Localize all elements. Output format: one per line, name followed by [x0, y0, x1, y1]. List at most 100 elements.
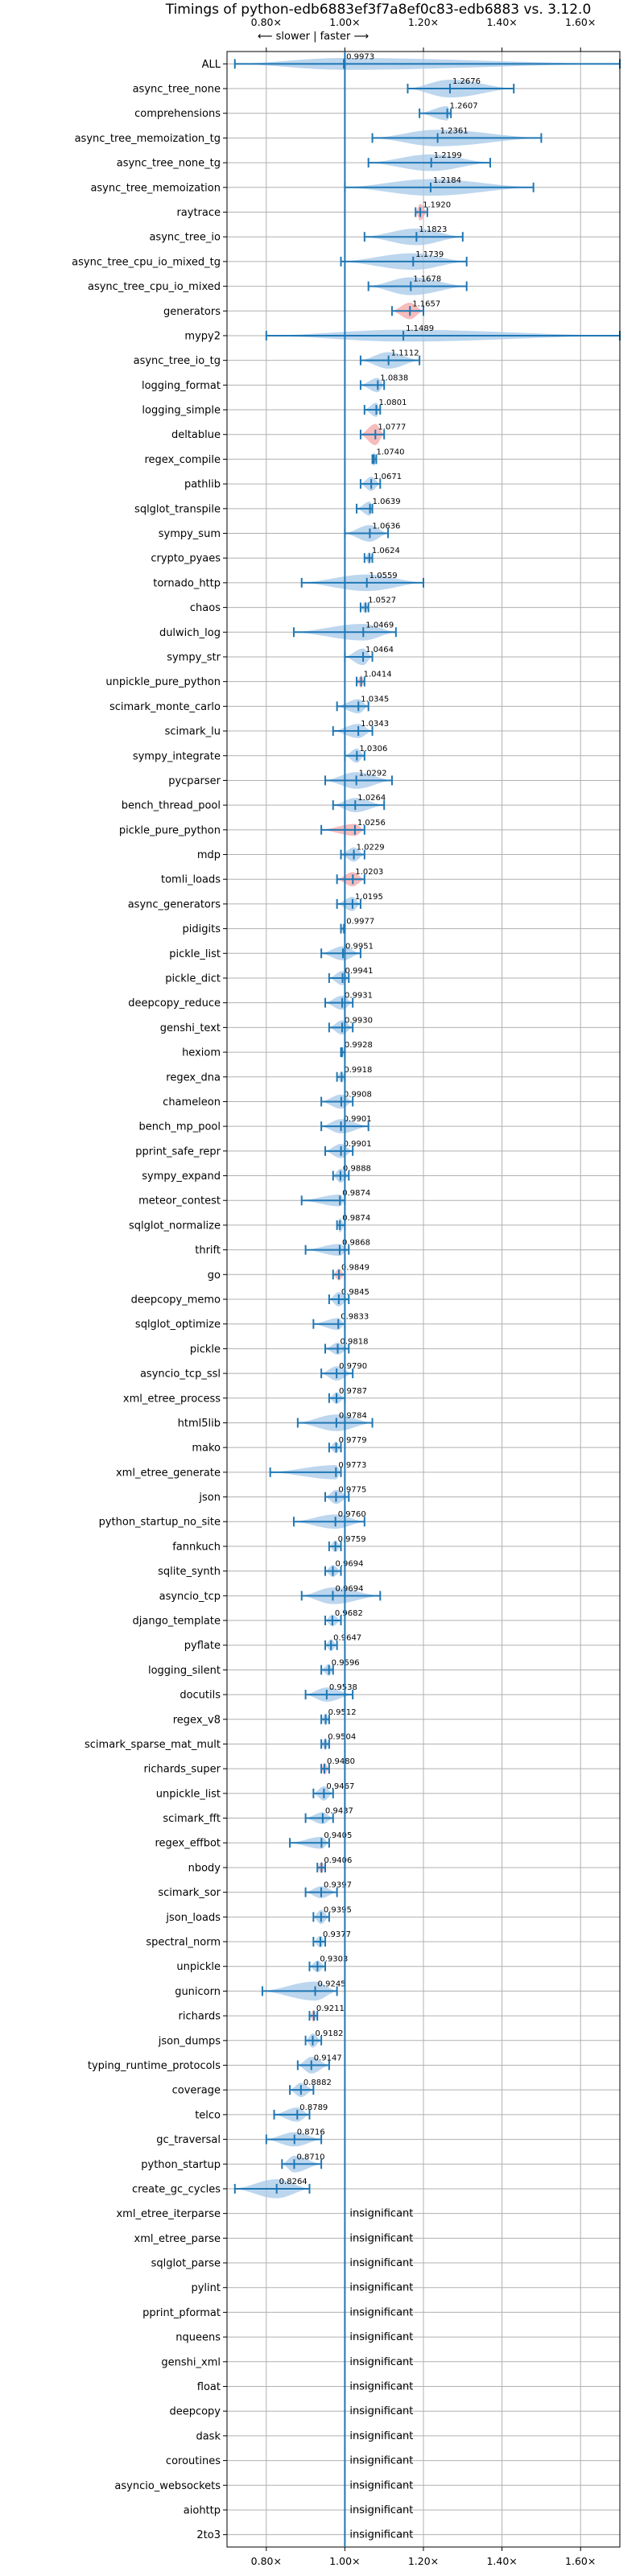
- category-label: sympy_sum: [159, 528, 221, 540]
- category-label: tomli_loads: [161, 874, 221, 886]
- category-label: async_tree_memoization: [90, 182, 221, 194]
- x-tick-label-bottom: 1.60×: [565, 2555, 596, 2567]
- category-label: generators: [163, 306, 221, 318]
- value-label: 1.2607: [450, 102, 478, 111]
- category-label: async_tree_none_tg: [117, 158, 221, 170]
- value-label: 0.9538: [329, 1683, 357, 1692]
- axis-layer: ALL async_tree_none comprehensions async_tr…: [72, 16, 596, 2567]
- category-label: deepcopy: [169, 2406, 221, 2418]
- category-label: thrift: [195, 1245, 221, 1257]
- insignificant-label: insignificant: [349, 2479, 413, 2491]
- value-label: 0.9437: [325, 1807, 353, 1816]
- category-label: sympy_str: [167, 651, 221, 663]
- category-label: tornado_http: [153, 577, 221, 589]
- category-label: pylint: [191, 2282, 221, 2294]
- value-label: 0.9504: [328, 1732, 356, 1741]
- value-label: 0.9790: [339, 1362, 367, 1371]
- value-label: 1.0838: [380, 374, 408, 382]
- category-label: richards_super: [143, 1764, 221, 1776]
- value-label: 1.0740: [377, 448, 405, 456]
- value-label: 0.9395: [324, 1905, 352, 1914]
- category-label: deepcopy_reduce: [128, 997, 221, 1009]
- x-tick-label-bottom: 1.20×: [408, 2555, 439, 2567]
- value-label: 1.0292: [359, 769, 387, 778]
- category-label: regex_compile: [144, 454, 221, 466]
- category-label: sqlglot_optimize: [135, 1319, 221, 1331]
- insignificant-label: insignificant: [349, 2331, 413, 2343]
- category-label: deepcopy_memo: [131, 1294, 221, 1307]
- value-label: 1.2676: [452, 77, 481, 86]
- value-label: 0.9849: [341, 1263, 369, 1272]
- category-label: sympy_expand: [142, 1170, 221, 1183]
- category-label: docutils: [180, 1690, 221, 1702]
- category-label: hexiom: [182, 1047, 221, 1059]
- category-label: 2to3: [196, 2529, 221, 2541]
- value-label: 0.9918: [344, 1066, 372, 1075]
- category-label: logging_silent: [148, 1665, 221, 1677]
- category-label: pycparser: [168, 775, 221, 787]
- value-label: 0.9647: [333, 1634, 361, 1643]
- value-label: 0.9147: [314, 2054, 342, 2062]
- category-label: coroutines: [166, 2455, 221, 2467]
- category-label: typing_runtime_protocols: [88, 2060, 221, 2072]
- value-label: 0.9845: [341, 1288, 369, 1297]
- category-label: dask: [196, 2430, 221, 2442]
- x-tick-label-top: 1.00×: [329, 16, 360, 28]
- x-tick-label-bottom: 0.80×: [251, 2555, 282, 2567]
- category-label: pickle_dict: [165, 972, 221, 985]
- value-label: 0.9775: [338, 1486, 366, 1495]
- value-label: 0.8710: [296, 2153, 324, 2161]
- insignificant-label: insignificant: [349, 2405, 413, 2417]
- category-label: genshi_xml: [161, 2356, 221, 2368]
- category-label: unpickle_list: [156, 1788, 221, 1800]
- chart-title: Timings of python-edb6883ef3f7a8ef0c83-e…: [165, 2, 592, 18]
- category-label: asyncio_tcp: [159, 1591, 221, 1603]
- value-label: 0.9908: [344, 1090, 372, 1099]
- value-label: 1.2361: [440, 126, 469, 135]
- category-label: json: [198, 1492, 221, 1504]
- value-label: 0.9779: [339, 1436, 367, 1445]
- value-label: 0.9901: [344, 1140, 372, 1149]
- category-label: mypy2: [184, 330, 221, 342]
- value-label: 1.1678: [413, 275, 441, 284]
- value-label: 0.9182: [315, 2029, 343, 2038]
- category-label: django_template: [133, 1616, 221, 1628]
- value-label: 0.9874: [342, 1214, 370, 1223]
- category-label: scimark_monte_carlo: [109, 701, 221, 713]
- value-label: 1.0306: [359, 745, 387, 753]
- value-label: 0.9818: [341, 1337, 369, 1346]
- category-label: unpickle_pure_python: [105, 676, 221, 688]
- value-label: 1.0636: [372, 522, 400, 531]
- value-label: 1.1823: [419, 225, 447, 234]
- category-label: raytrace: [176, 207, 221, 219]
- value-label: 1.0229: [357, 844, 385, 852]
- category-label: regex_v8: [173, 1714, 221, 1726]
- category-label: go: [208, 1269, 221, 1282]
- value-label: 0.9682: [335, 1609, 363, 1618]
- category-label: xml_etree_iterparse: [116, 2208, 221, 2220]
- category-label: float: [197, 2381, 221, 2393]
- category-label: meteor_contest: [138, 1195, 221, 1208]
- value-label: 1.1739: [415, 250, 444, 259]
- category-label: async_tree_cpu_io_mixed_tg: [72, 256, 221, 268]
- insignificant-label: insignificant: [349, 2282, 413, 2294]
- category-label: nbody: [188, 1862, 221, 1874]
- value-label: 1.0345: [361, 695, 389, 704]
- value-label: 1.1489: [406, 324, 434, 333]
- category-label: telco: [195, 2109, 221, 2121]
- category-label: xml_etree_process: [123, 1393, 221, 1405]
- value-label: 1.0801: [378, 398, 407, 407]
- x-tick-label-top: 1.40×: [486, 16, 517, 28]
- category-label: comprehensions: [134, 108, 221, 120]
- category-label: gunicorn: [175, 1986, 221, 1998]
- value-label: 0.8264: [279, 2178, 308, 2186]
- category-label: regex_dna: [166, 1071, 221, 1084]
- category-label: asyncio_websockets: [114, 2480, 221, 2492]
- category-label: pyflate: [184, 1640, 221, 1652]
- category-label: pickle: [190, 1344, 221, 1356]
- value-label: 0.9888: [343, 1165, 371, 1174]
- value-label: 1.0343: [361, 720, 389, 729]
- value-label: 0.9951: [345, 942, 374, 951]
- category-label: gc_traversal: [156, 2134, 221, 2146]
- category-label: bench_thread_pool: [122, 800, 221, 812]
